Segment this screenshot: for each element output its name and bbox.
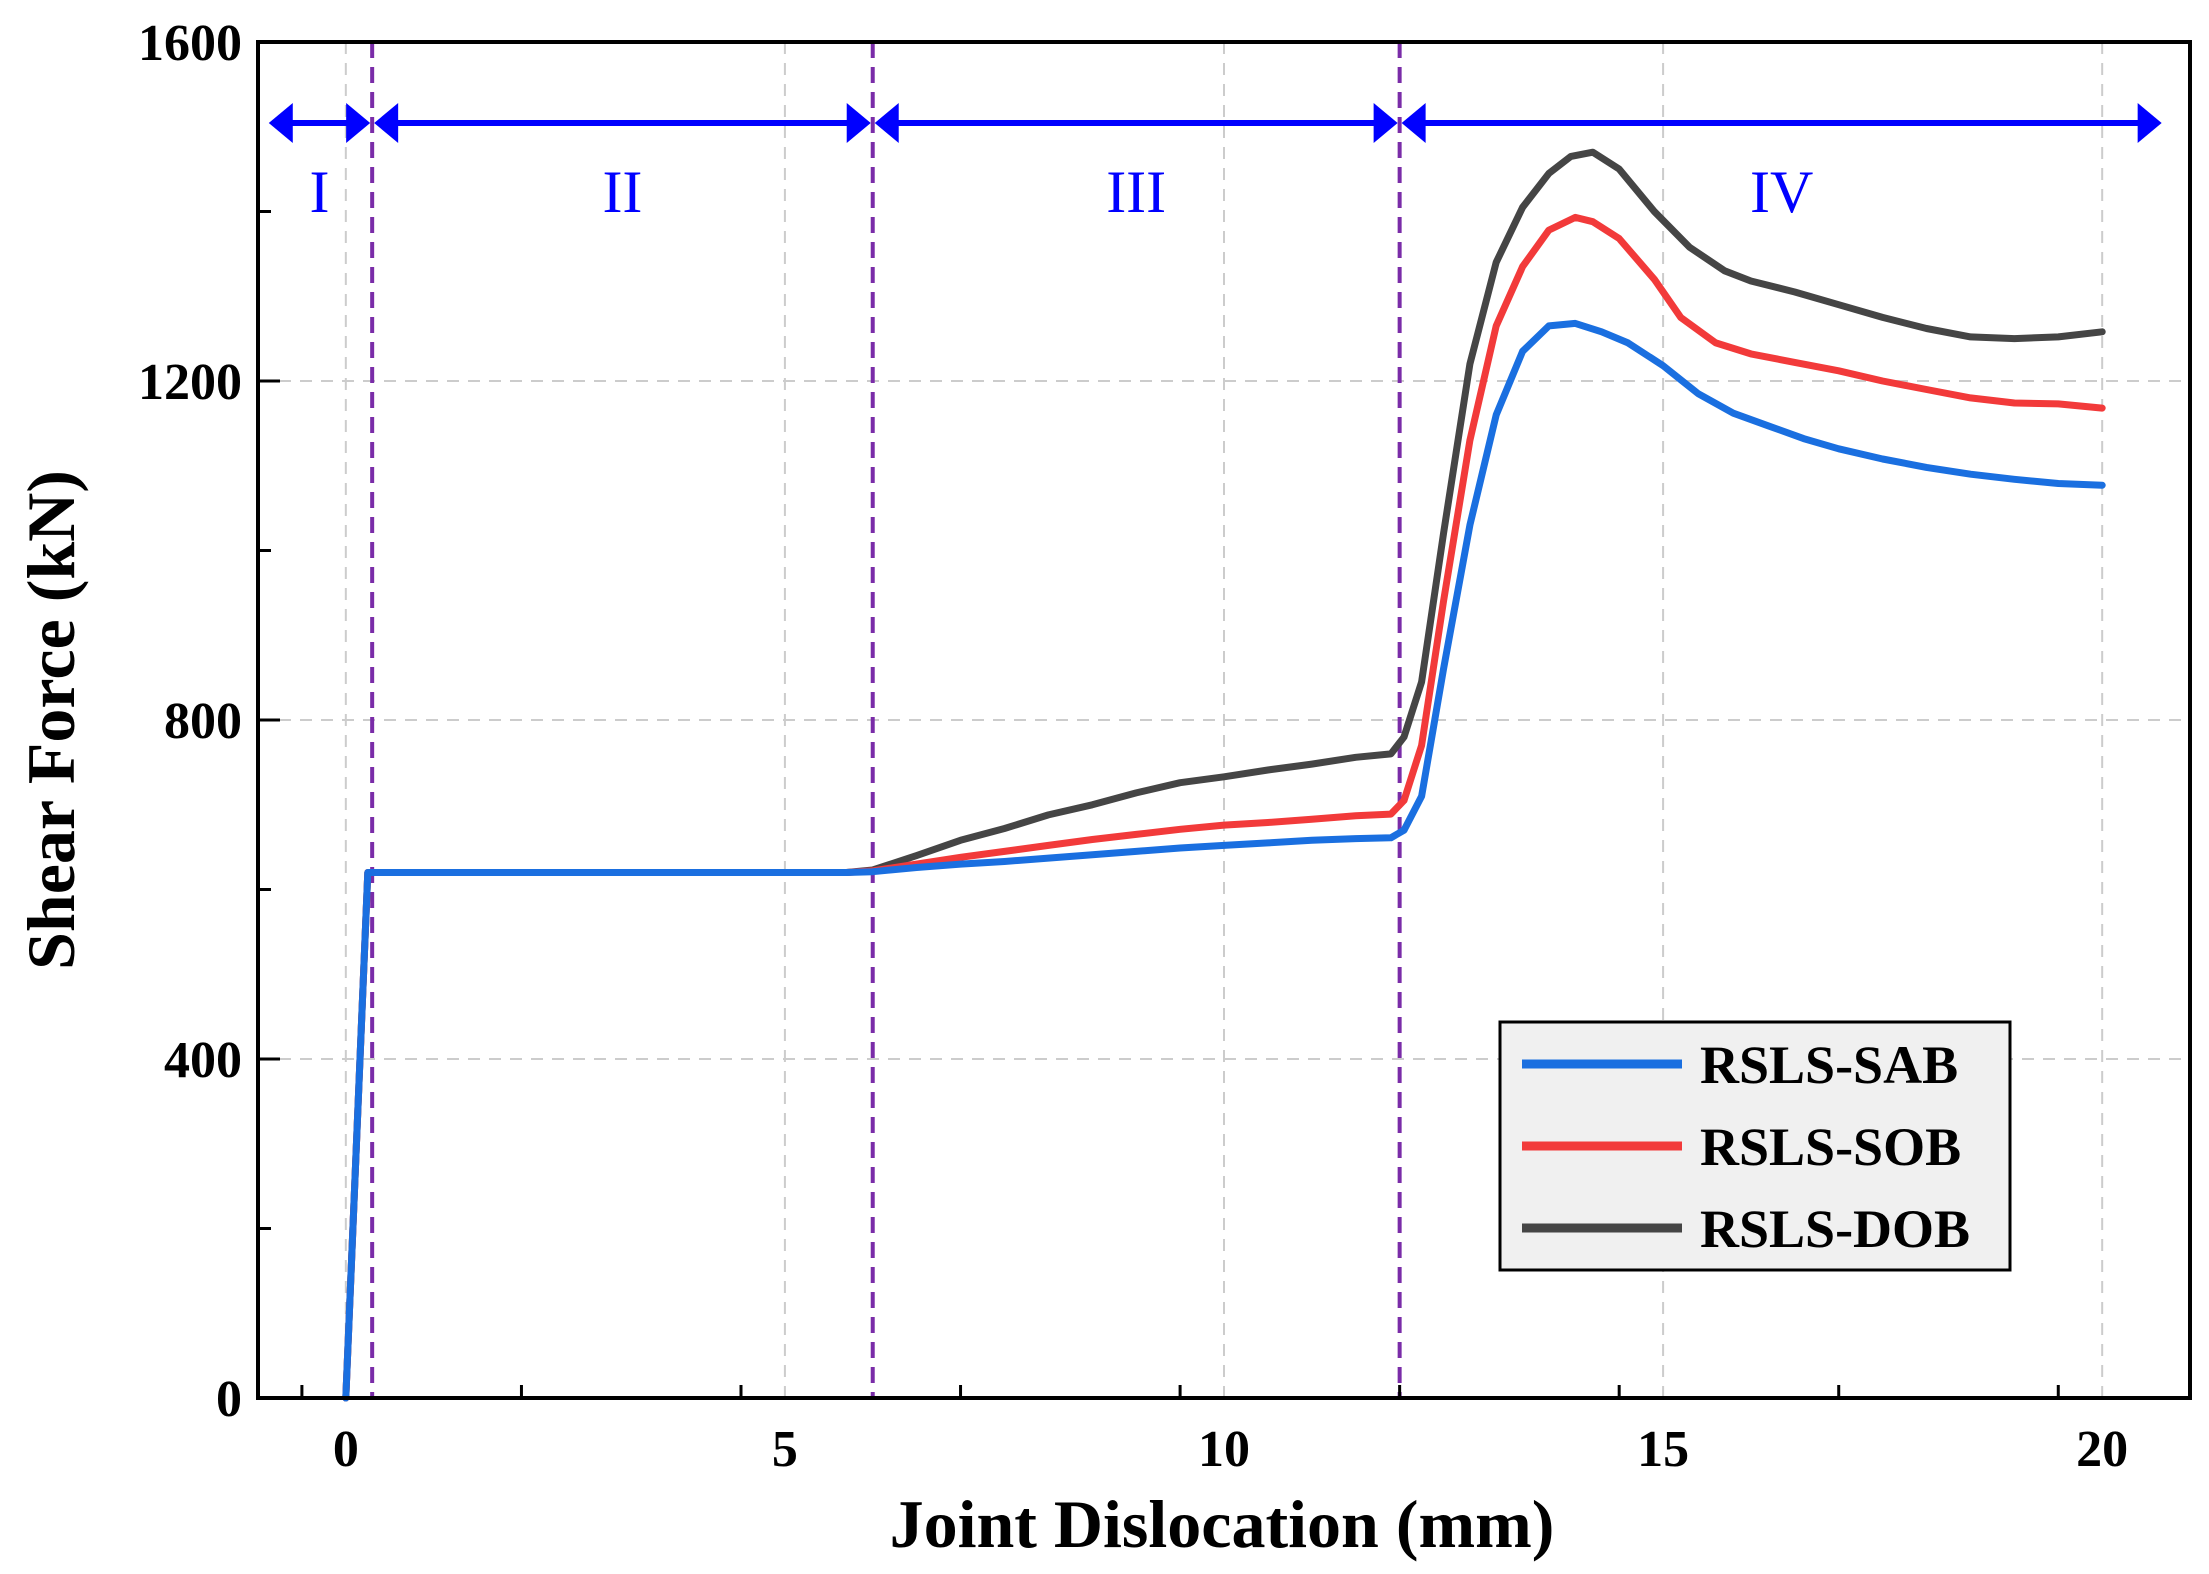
series-line-rsls-sab: [342, 319, 2106, 1402]
series-lines: [342, 148, 2106, 1402]
region-arrow-right-head: [1373, 103, 1398, 143]
region-label: III: [1106, 159, 1166, 225]
region-arrow-left-head: [268, 103, 293, 143]
y-tick-label: 0: [216, 1371, 242, 1428]
region-arrow-left-head: [1401, 103, 1426, 143]
region-label: II: [602, 159, 642, 225]
y-tick-label: 1200: [138, 354, 242, 411]
y-tick-label: 800: [164, 693, 242, 750]
region-label: I: [309, 159, 329, 225]
legend-label-rsls-sob: RSLS-SOB: [1700, 1117, 1961, 1177]
y-tick-label: 400: [164, 1032, 242, 1089]
region-label: IV: [1750, 159, 1813, 225]
y-tick-label: 1600: [138, 15, 242, 72]
x-tick-label: 15: [1637, 1421, 1689, 1478]
x-tick-label: 10: [1198, 1421, 1250, 1478]
legend-label-rsls-dob: RSLS-DOB: [1700, 1199, 1970, 1259]
y-axis-title: Shear Force (kN): [13, 470, 89, 970]
legend-label-rsls-sab: RSLS-SAB: [1700, 1035, 1958, 1095]
x-axis-title: Joint Dislocation (mm): [890, 1486, 1555, 1562]
x-tick-label: 20: [2076, 1421, 2128, 1478]
legend: RSLS-SAB RSLS-SOB RSLS-DOB: [1498, 1020, 2012, 1272]
stage-regions: I II III IV: [268, 103, 2162, 225]
region-arrow-left-head: [874, 103, 899, 143]
region-arrow-right-head: [2137, 103, 2162, 143]
axis-ticks: 0 5 10 15 20 0 400 800 1200 1600: [138, 15, 2128, 1478]
x-tick-label: 5: [772, 1421, 798, 1478]
region-arrow-left-head: [374, 103, 399, 143]
region-arrow-right-head: [846, 103, 871, 143]
stage-dividers: [370, 42, 1402, 1398]
x-tick-label: 0: [333, 1421, 359, 1478]
region-arrow-right-head: [346, 103, 371, 143]
